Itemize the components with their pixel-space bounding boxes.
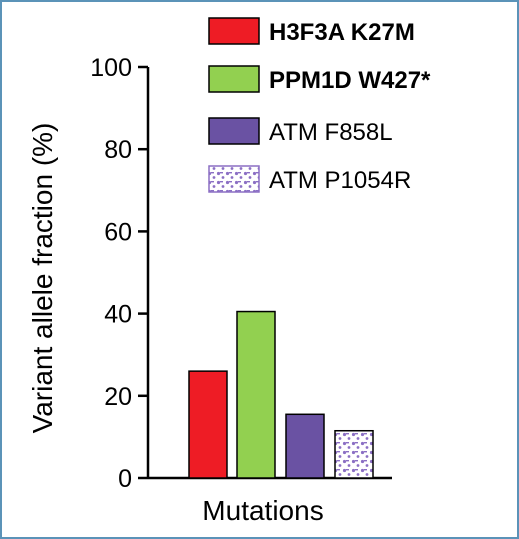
y-tick-label: 60 bbox=[104, 218, 132, 246]
y-axis-title: Variant allele fraction (%) bbox=[27, 123, 58, 434]
y-tick-label: 100 bbox=[90, 54, 132, 82]
y-tick-label: 80 bbox=[104, 136, 132, 164]
legend-swatch bbox=[208, 165, 260, 193]
x-axis-title: Mutations bbox=[202, 495, 323, 526]
legend-label: H3F3A K27M bbox=[269, 19, 415, 46]
legend-label: ATM F858L bbox=[269, 119, 393, 146]
y-tick-label: 40 bbox=[104, 301, 132, 329]
bar bbox=[236, 310, 276, 479]
legend-swatch bbox=[208, 117, 260, 145]
bar bbox=[285, 413, 325, 479]
y-tick-label: 20 bbox=[104, 383, 132, 411]
y-tick-label: 0 bbox=[118, 465, 132, 493]
legend-swatch bbox=[208, 65, 260, 93]
bar bbox=[188, 370, 228, 479]
legend-label: PPM1D W427* bbox=[269, 67, 431, 94]
legend-label: ATM P1054R bbox=[269, 167, 411, 194]
legend: H3F3A K27M PPM1D W427* ATM F858L ATM P1054R bbox=[208, 17, 431, 194]
bar bbox=[334, 429, 374, 479]
legend-swatch bbox=[208, 17, 260, 45]
bars bbox=[188, 310, 374, 479]
